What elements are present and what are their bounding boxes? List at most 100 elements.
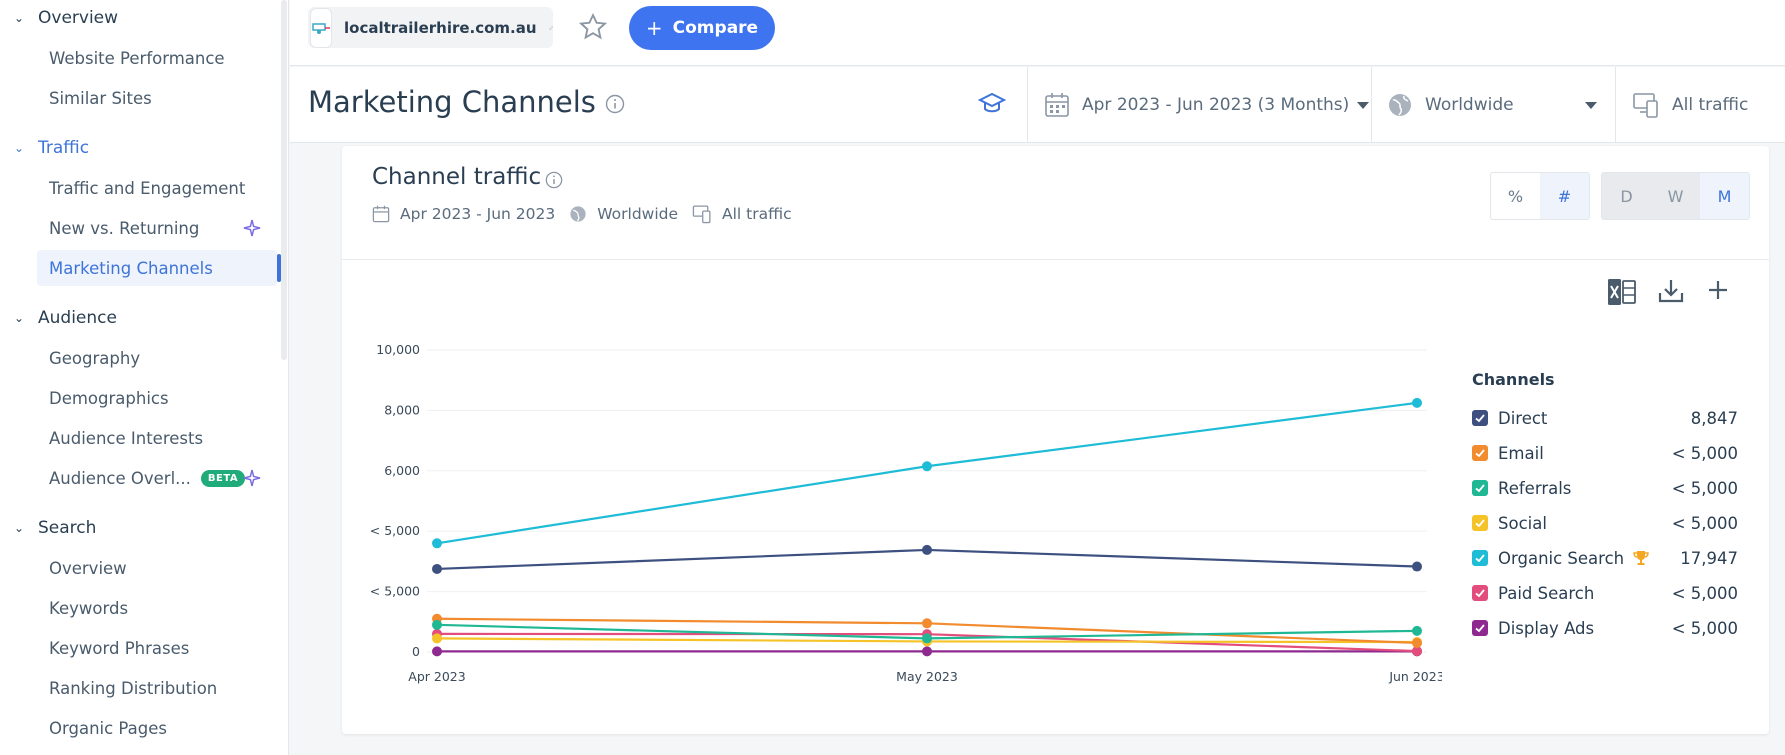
sidebar-item-traffic-engagement[interactable]: Traffic and Engagement — [49, 178, 246, 198]
checkbox-icon[interactable] — [1472, 620, 1488, 636]
data-point — [1412, 637, 1422, 648]
legend-value: < 5,000 — [1671, 443, 1738, 463]
legend-item-social[interactable]: Social < 5,000 — [1472, 511, 1738, 535]
x-tick-label: Apr 2023 — [408, 669, 465, 684]
caret-down-icon — [1585, 101, 1597, 109]
legend-item-email[interactable]: Email < 5,000 — [1472, 441, 1738, 465]
legend-value: < 5,000 — [1671, 478, 1738, 498]
legend-value: < 5,000 — [1671, 618, 1738, 638]
y-tick-label: 10,000 — [376, 342, 420, 357]
site-name: localtrailerhire.com.au — [344, 18, 537, 37]
data-point — [922, 544, 932, 555]
granularity-month[interactable]: M — [1700, 173, 1749, 219]
selected-indicator — [277, 254, 281, 282]
graduation-cap-icon[interactable] — [978, 91, 1006, 117]
legend-value: 17,947 — [1680, 548, 1738, 568]
sidebar-item-ranking-distribution[interactable]: Ranking Distribution — [49, 678, 218, 698]
data-point — [1412, 646, 1422, 657]
sidebar-item-new-vs-returning[interactable]: New vs. Returning — [37, 210, 277, 246]
legend-label: Social — [1498, 513, 1547, 533]
percent-toggle[interactable]: % — [1507, 186, 1524, 206]
y-tick-label: 8,000 — [384, 402, 420, 417]
granularity-week[interactable]: W — [1651, 173, 1700, 219]
checkbox-icon[interactable] — [1472, 480, 1488, 496]
sidebar-item-demographics[interactable]: Demographics — [49, 388, 169, 408]
traffic-filter[interactable]: All traffic — [1632, 87, 1748, 123]
star-icon[interactable] — [578, 12, 608, 42]
region-filter[interactable]: Worldwide — [1387, 87, 1597, 123]
plus-icon: + — [645, 16, 663, 40]
checkbox-icon[interactable] — [1472, 410, 1488, 426]
granularity-day[interactable]: D — [1602, 173, 1651, 219]
legend-item-paid-search[interactable]: Paid Search < 5,000 — [1472, 581, 1738, 605]
devices-icon — [692, 205, 711, 224]
card-subtitle: Apr 2023 - Jun 2023 Worldwide All traffi… — [372, 204, 792, 224]
sidebar-item-audience-overlap[interactable]: Audience Overl... BETA — [37, 460, 277, 496]
sidebar-item-organic-pages[interactable]: Organic Pages — [49, 718, 167, 738]
download-icon[interactable] — [1656, 276, 1686, 306]
date-range-filter[interactable]: Apr 2023 - Jun 2023 (3 Months) — [1044, 87, 1370, 123]
sidebar: ⌄ Overview Website Performance Similar S… — [0, 0, 289, 755]
data-point — [432, 646, 442, 657]
sidebar-item-marketing-channels[interactable]: Marketing Channels — [37, 250, 281, 286]
y-tick-label: 6,000 — [384, 463, 420, 478]
sidebar-item-website-performance[interactable]: Website Performance — [49, 48, 225, 68]
globe-icon — [570, 206, 586, 222]
chevron-down-icon: ⌄ — [13, 11, 25, 25]
legend-item-organic-search[interactable]: Organic Search 17,947 — [1472, 546, 1738, 570]
y-tick-label: 0 — [412, 644, 420, 659]
devices-icon — [1633, 93, 1658, 118]
data-point — [1412, 625, 1422, 636]
checkbox-icon[interactable] — [1472, 515, 1488, 531]
sidebar-item-keyword-phrases[interactable]: Keyword Phrases — [49, 638, 190, 658]
data-point — [922, 646, 932, 657]
checkbox-icon[interactable] — [1472, 585, 1488, 601]
legend-item-referrals[interactable]: Referrals < 5,000 — [1472, 476, 1738, 500]
excel-export-icon[interactable] — [1606, 276, 1638, 308]
pencil-icon[interactable] — [548, 20, 553, 36]
chevron-down-icon: ⌄ — [13, 141, 25, 155]
info-icon[interactable] — [545, 171, 563, 189]
compare-button[interactable]: + Compare — [629, 6, 775, 50]
sidebar-item-audience-interests[interactable]: Audience Interests — [49, 428, 204, 448]
trophy-icon — [1633, 551, 1649, 565]
y-tick-label: < 5,000 — [370, 584, 420, 599]
sidebar-section-overview[interactable]: ⌄ Overview — [0, 0, 118, 36]
sidebar-scrollbar[interactable] — [281, 0, 287, 360]
calendar-icon — [372, 205, 390, 223]
data-point — [922, 618, 932, 629]
sidebar-item-geography[interactable]: Geography — [49, 348, 141, 368]
globe-icon — [1389, 94, 1411, 116]
site-favicon — [310, 7, 332, 48]
sidebar-section-search[interactable]: ⌄ Search — [0, 510, 96, 546]
sidebar-item-similar-sites[interactable]: Similar Sites — [49, 88, 152, 108]
legend-label: Referrals — [1498, 478, 1572, 498]
sparkle-icon — [243, 219, 261, 237]
chevron-down-icon: ⌄ — [13, 311, 25, 325]
legend-label: Paid Search — [1498, 583, 1595, 603]
x-tick-label: May 2023 — [896, 669, 958, 684]
sidebar-section-traffic[interactable]: ⌄ Traffic — [0, 130, 89, 166]
legend-item-direct[interactable]: Direct 8,847 — [1472, 406, 1738, 430]
sparkle-icon — [243, 469, 261, 487]
add-icon[interactable] — [1704, 276, 1732, 304]
beta-badge: BETA — [200, 469, 246, 487]
data-point — [1412, 397, 1422, 408]
data-point — [922, 461, 932, 472]
value-type-toggle: % # — [1490, 172, 1590, 220]
legend-item-display-ads[interactable]: Display Ads < 5,000 — [1472, 616, 1738, 640]
checkbox-icon[interactable] — [1472, 445, 1488, 461]
legend-value: < 5,000 — [1671, 513, 1738, 533]
site-chip[interactable]: localtrailerhire.com.au — [308, 7, 553, 48]
checkbox-icon[interactable] — [1472, 550, 1488, 566]
data-point — [432, 538, 442, 549]
sidebar-section-audience[interactable]: ⌄ Audience — [0, 300, 117, 336]
x-tick-label: Jun 2023 — [1388, 669, 1442, 684]
info-icon[interactable] — [605, 94, 625, 114]
sidebar-item-search-overview[interactable]: Overview — [49, 558, 127, 578]
sidebar-item-keywords[interactable]: Keywords — [49, 598, 129, 618]
top-bar: localtrailerhire.com.au + Compare — [290, 0, 1785, 66]
number-toggle[interactable]: # — [1540, 173, 1589, 219]
data-point — [432, 633, 442, 644]
legend-value: < 5,000 — [1671, 583, 1738, 603]
